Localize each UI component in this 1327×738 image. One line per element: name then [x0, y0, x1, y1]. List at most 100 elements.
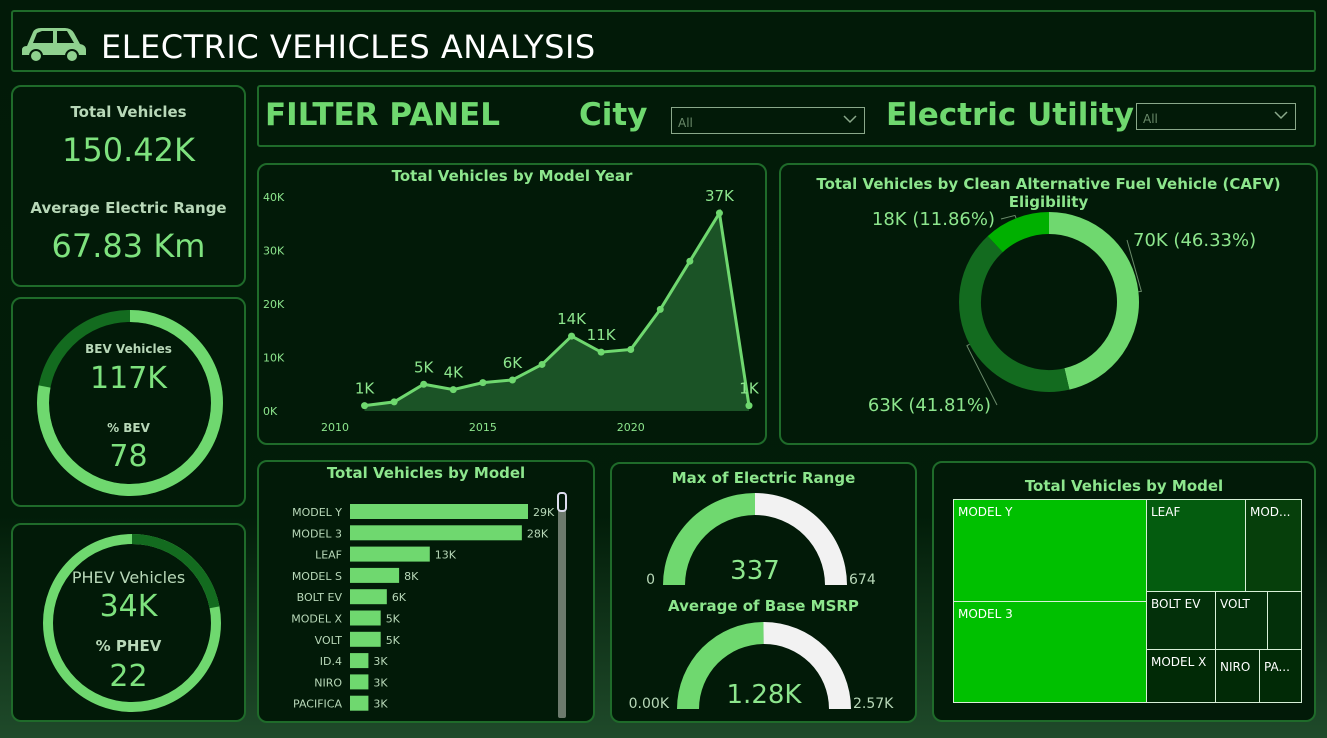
- pie-label: 18K (11.86%): [872, 209, 995, 230]
- bar: [350, 611, 381, 626]
- treemap-cell-pacifica[interactable]: PA...: [1259, 649, 1302, 703]
- gauge-value-label: 337: [730, 556, 780, 586]
- utility-dropdown[interactable]: All: [1136, 103, 1296, 130]
- phev-pct-label: % PHEV: [13, 637, 244, 655]
- model-bar-chart: Total Vehicles by Model MODEL Y 29K MODEL …: [257, 460, 595, 723]
- bev-card: BEV Vehicles 117K % BEV 78: [11, 297, 246, 507]
- x-tick-label: 2020: [617, 421, 645, 434]
- bar-value-label: 8K: [404, 570, 419, 583]
- phev-value: 34K: [13, 589, 244, 624]
- header-bar: ELECTRIC VEHICLES ANALYSIS: [11, 10, 1316, 72]
- total-vehicles-value: 150.42K: [13, 131, 244, 169]
- data-point: [598, 349, 605, 356]
- avg-range-label: Average Electric Range: [13, 199, 244, 217]
- phev-donut: [13, 525, 248, 724]
- bar-category-label: LEAF: [315, 549, 342, 562]
- utility-label: Electric Utility: [886, 97, 1134, 133]
- treemap-cell-model-x[interactable]: MODEL X: [1146, 649, 1216, 703]
- bar-value-label: 3K: [373, 676, 388, 689]
- bar: [350, 653, 368, 668]
- pie-slice: [995, 223, 1049, 244]
- y-tick-label: 0K: [263, 405, 278, 418]
- bar: [350, 568, 399, 583]
- gauge-max-label: 2.57K: [853, 696, 894, 712]
- bar-category-label: MODEL 3: [292, 527, 342, 540]
- data-label: 1K: [739, 380, 760, 398]
- data-point: [450, 386, 457, 393]
- treemap-cell-model-3[interactable]: MODEL 3: [953, 601, 1147, 703]
- app-title: ELECTRIC VEHICLES ANALYSIS: [101, 28, 596, 66]
- treemap-cell-niro[interactable]: NIRO: [1215, 649, 1260, 703]
- data-point: [746, 402, 753, 409]
- bar-category-label: PACIFICA: [293, 698, 342, 711]
- bar-value-label: 5K: [386, 613, 401, 626]
- bar-value-label: 29K: [533, 506, 555, 519]
- phev-card: PHEV Vehicles 34K % PHEV 22: [11, 523, 246, 722]
- utility-dropdown-value: All: [1143, 112, 1158, 126]
- phev-pct-value: 22: [13, 659, 244, 694]
- cafv-chart: Total Vehicles by Clean Alternative Fuel…: [779, 163, 1318, 445]
- data-label: 1K: [355, 380, 376, 398]
- bar-category-label: NIRO: [314, 676, 342, 689]
- treemap-chart: Total Vehicles by Model MODEL Y MODEL 3 …: [932, 461, 1316, 722]
- bar-category-label: MODEL Y: [292, 506, 342, 519]
- filter-panel: FILTER PANEL City All Electric Utility A…: [257, 85, 1316, 147]
- data-label: 6K: [503, 354, 524, 372]
- chevron-down-icon: [842, 112, 858, 126]
- gauge-min-label: 0: [646, 572, 655, 588]
- pie-leader-line: [1001, 215, 1016, 219]
- bar-value-label: 13K: [435, 549, 457, 562]
- bev-donut: [13, 299, 248, 509]
- data-point: [509, 376, 516, 383]
- bar: [350, 632, 381, 647]
- treemap-cell-model-s[interactable]: MOD...: [1245, 499, 1302, 592]
- bev-pct-label: % BEV: [13, 421, 244, 435]
- bar-category-label: MODEL X: [291, 613, 342, 626]
- treemap-title: Total Vehicles by Model: [934, 477, 1314, 495]
- bar-scrollbar-thumb[interactable]: [557, 492, 567, 512]
- treemap-cell-id4[interactable]: [1267, 591, 1302, 650]
- model-year-plot: 0K10K20K30K40K2010 2015 20201K5K 4K6K14K11K…: [259, 183, 765, 443]
- x-tick-label: 2015: [469, 421, 497, 434]
- bar: [350, 525, 522, 540]
- bar-category-label: VOLT: [315, 634, 343, 647]
- treemap-cell-model-y[interactable]: MODEL Y: [953, 499, 1147, 602]
- treemap-cell-bolt-ev[interactable]: BOLT EV: [1146, 591, 1216, 650]
- bev-label: BEV Vehicles: [13, 342, 244, 356]
- data-point: [391, 398, 398, 405]
- pie-label: 70K (46.33%): [1133, 230, 1256, 251]
- bar: [350, 674, 368, 689]
- bar: [350, 589, 387, 604]
- bar-category-label: BOLT EV: [297, 591, 343, 604]
- bar: [350, 547, 430, 562]
- filter-panel-title: FILTER PANEL: [265, 97, 500, 133]
- kpi-card: Total Vehicles 150.42K Average Electric …: [11, 85, 246, 287]
- city-dropdown[interactable]: All: [671, 107, 865, 134]
- data-point: [361, 402, 368, 409]
- gauge-value-label: 1.28K: [727, 680, 803, 710]
- data-point: [420, 381, 427, 388]
- total-vehicles-label: Total Vehicles: [13, 103, 244, 121]
- bar-category-label: MODEL S: [292, 570, 342, 583]
- bar: [350, 504, 528, 519]
- data-point: [716, 210, 723, 217]
- car-icon: [19, 20, 89, 64]
- phev-label: PHEV Vehicles: [13, 568, 244, 587]
- treemap-cell-leaf[interactable]: LEAF: [1146, 499, 1246, 592]
- gauge-min-label: 0.00K: [629, 696, 670, 712]
- gauge-plot: 337 0 674 1.28K 0.00K 2.57K: [612, 464, 915, 721]
- y-tick-label: 40K: [263, 191, 285, 204]
- bar-value-label: 6K: [392, 591, 407, 604]
- bev-value: 117K: [13, 361, 244, 396]
- data-point: [539, 361, 546, 368]
- data-point: [627, 346, 634, 353]
- pie-slice: [970, 244, 1067, 381]
- bar-value-label: 3K: [373, 655, 388, 668]
- bar-scrollbar[interactable]: [558, 494, 566, 718]
- data-label: 11K: [587, 326, 617, 344]
- treemap-cell-volt[interactable]: VOLT: [1215, 591, 1268, 650]
- city-dropdown-value: All: [678, 116, 693, 130]
- cafv-plot: 70K (46.33%) 63K (41.81%) 18K (11.86%): [781, 183, 1316, 443]
- gauge-max-label: 674: [849, 572, 876, 588]
- bev-pct-value: 78: [13, 439, 244, 474]
